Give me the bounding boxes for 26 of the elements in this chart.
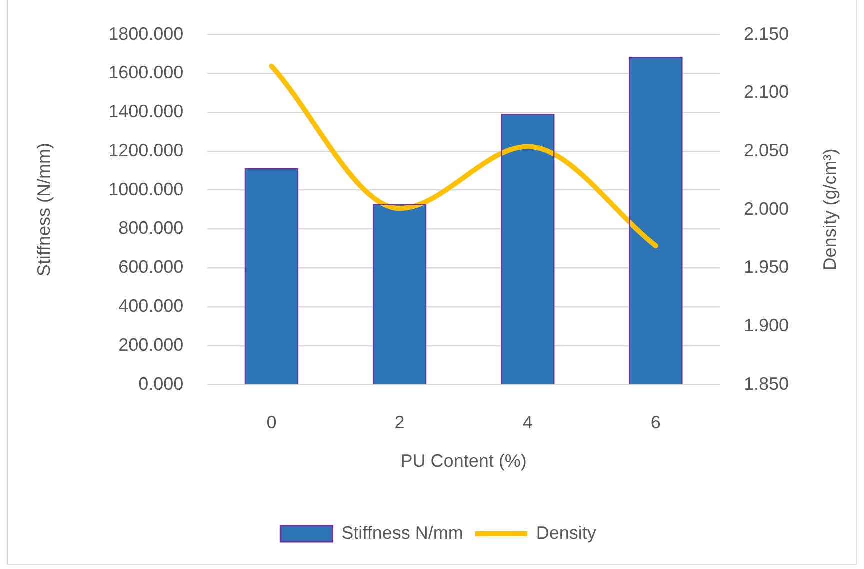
y2-tick-label: 2.000 xyxy=(744,198,790,219)
y2-tick-label: 1.950 xyxy=(744,257,790,278)
y-tick-label: 1200.000 xyxy=(108,140,184,160)
y2-tick-label: 2.050 xyxy=(744,140,790,160)
y2-tick-label: 1.900 xyxy=(744,315,790,336)
x-tick-label: 4 xyxy=(522,412,533,433)
y2-tick-label: 2.100 xyxy=(744,82,790,102)
y-tick-label: 1400.000 xyxy=(108,102,184,122)
y2-tick-label: 1.850 xyxy=(744,374,790,394)
y-axis-title: Stiffness (N/mm) xyxy=(34,142,54,277)
y-tick-label: 800.000 xyxy=(118,218,184,238)
x-tick-label: 0 xyxy=(266,412,277,433)
y2-axis-title: Density (g/cm³) xyxy=(820,148,840,271)
y-tick-label: 200.000 xyxy=(118,334,184,355)
legend-label: Stiffness N/mm xyxy=(342,522,464,543)
x-axis-title: PU Content (%) xyxy=(400,451,527,472)
x-tick-label: 6 xyxy=(650,412,661,433)
y-tick-label: 0.000 xyxy=(138,374,184,394)
x-tick-label: 2 xyxy=(394,412,405,433)
y-tick-label: 600.000 xyxy=(118,257,184,278)
y-tick-label: 400.000 xyxy=(118,296,184,316)
y-tick-label: 1000.000 xyxy=(108,179,184,200)
y-tick-label: 1800.000 xyxy=(108,24,184,44)
legend-label: Density xyxy=(536,522,596,543)
y-tick-label: 1600.000 xyxy=(108,62,184,83)
y2-tick-label: 2.150 xyxy=(744,24,790,44)
